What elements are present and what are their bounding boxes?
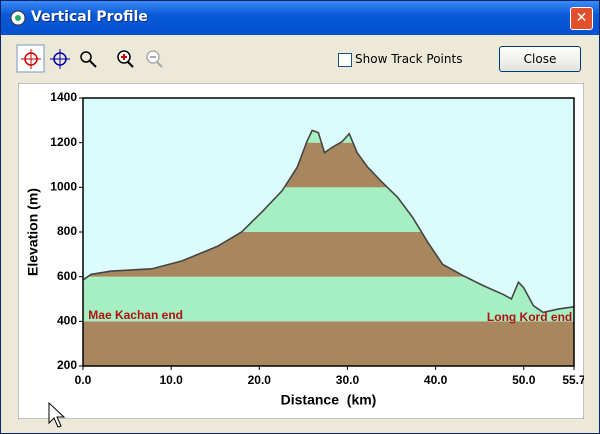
window-title: Vertical Profile bbox=[31, 9, 148, 25]
x-tick-label: 10.0 bbox=[159, 373, 183, 387]
mouse-cursor bbox=[48, 401, 66, 428]
x-tick-label: 20.0 bbox=[248, 373, 272, 387]
x-tick-label: 55.7 bbox=[562, 373, 584, 387]
y-tick-label: 800 bbox=[57, 224, 77, 238]
y-tick-label: 200 bbox=[57, 358, 77, 372]
y-tick-label: 1200 bbox=[50, 135, 77, 149]
x-tick-label: 30.0 bbox=[336, 373, 360, 387]
y-tick-label: 1400 bbox=[50, 90, 77, 104]
annotation: Long Kord end bbox=[487, 310, 572, 324]
annotation: Mae Kachan end bbox=[88, 308, 183, 322]
chart: 200 400 600 800 1000 1200 1400 0.0 10.0 20.0 30.0 4… bbox=[18, 83, 584, 419]
window-close[interactable]: ✕ bbox=[570, 7, 593, 30]
x-tick-label: 50.0 bbox=[512, 373, 536, 387]
y-tick-label: 400 bbox=[57, 314, 77, 328]
y-tick-label: 600 bbox=[57, 269, 77, 283]
checkbox[interactable] bbox=[338, 53, 352, 67]
toolbar bbox=[16, 44, 163, 73]
app-icon bbox=[10, 10, 26, 26]
checkbox-label[interactable]: Show Track Points bbox=[355, 52, 463, 66]
x-tick-label: 0.0 bbox=[75, 373, 92, 387]
close-button[interactable]: Close bbox=[499, 46, 581, 72]
y-tick-label: 1000 bbox=[50, 180, 77, 194]
title-bar: Vertical Profile ✕ bbox=[1, 1, 599, 35]
tool-zoom-box[interactable] bbox=[80, 51, 92, 63]
elevation-band bbox=[83, 321, 574, 366]
profile-line bbox=[82, 129, 575, 314]
x-axis-title: Distance (km) bbox=[281, 392, 377, 408]
x-tick-label: 40.0 bbox=[424, 373, 448, 387]
y-axis-title: Elevation (m) bbox=[25, 188, 41, 276]
